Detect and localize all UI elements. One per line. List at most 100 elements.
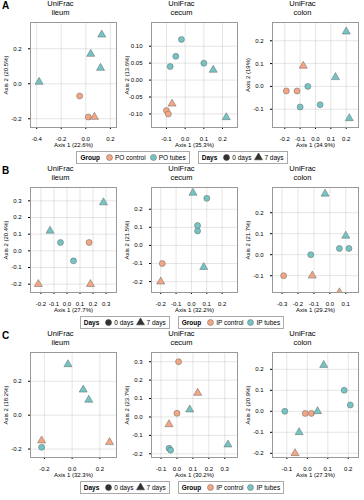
html-text:UniFrac ileum: UniFrac ileum — [47, 164, 74, 182]
svg-text:0.2: 0.2 — [218, 136, 227, 142]
svg-text:Axis 1 (30.2%): Axis 1 (30.2%) — [175, 472, 214, 478]
svg-text:0.3: 0.3 — [221, 466, 230, 472]
svg-text:-0.2: -0.2 — [280, 136, 291, 142]
svg-text:Axis 2 (18.2%): Axis 2 (18.2%) — [3, 385, 9, 424]
html-text:A: A — [2, 0, 10, 11]
svg-text:0.1: 0.1 — [255, 387, 264, 393]
html-text:UniFrac ileum: UniFrac ileum — [47, 0, 74, 17]
svg-text:Axis 2 (19%): Axis 2 (19%) — [245, 58, 251, 92]
html-text:UniFrac cecum: UniFrac cecum — [168, 329, 195, 347]
svg-text:0.1: 0.1 — [255, 61, 264, 67]
svg-text:0.3: 0.3 — [102, 301, 111, 307]
svg-text:Axis 2 (23.7%): Axis 2 (23.7%) — [124, 385, 130, 424]
svg-text:Axis 2 (21.7%): Axis 2 (21.7%) — [245, 220, 251, 259]
html-text:UniFrac colon: UniFrac colon — [289, 329, 316, 347]
svg-text:-0.2: -0.2 — [36, 301, 47, 307]
svg-text:0.3: 0.3 — [13, 198, 22, 204]
svg-text:Axis 2 (13.6%): Axis 2 (13.6%) — [124, 55, 130, 94]
svg-text:Axis 1 (32.3%): Axis 1 (32.3%) — [54, 472, 93, 478]
svg-text:0.3: 0.3 — [134, 359, 143, 365]
svg-text:Axis 1 (35.3%): Axis 1 (35.3%) — [175, 142, 214, 148]
svg-text:-0.2: -0.2 — [132, 279, 143, 285]
html-text:UniFrac cecum: UniFrac cecum — [168, 0, 195, 17]
html-text:7 days: 7 days — [264, 153, 284, 161]
svg-text:-0.1: -0.1 — [282, 466, 293, 472]
svg-text:Axis 2 (20.9%): Axis 2 (20.9%) — [245, 385, 251, 424]
svg-text:0.0: 0.0 — [134, 414, 143, 420]
svg-text:Axis 1 (22.6%): Axis 1 (22.6%) — [54, 142, 93, 148]
svg-text:0.1: 0.1 — [13, 231, 22, 237]
svg-text:0.2: 0.2 — [13, 214, 22, 220]
svg-text:Axis 1 (27.7%): Axis 1 (27.7%) — [54, 307, 93, 313]
svg-text:-0.2: -0.2 — [39, 466, 50, 472]
html-text:IP control: IP control — [216, 318, 244, 326]
svg-text:-0.2: -0.2 — [11, 116, 22, 122]
svg-text:0.0: 0.0 — [255, 252, 264, 258]
svg-text:-0.1: -0.1 — [253, 273, 264, 279]
svg-text:-0.2: -0.2 — [132, 451, 143, 457]
svg-text:-0.2: -0.2 — [11, 446, 22, 452]
svg-text:Axis 2 (20.5%): Axis 2 (20.5%) — [3, 55, 9, 94]
svg-text:-0.2: -0.2 — [11, 281, 22, 287]
svg-text:-0.2: -0.2 — [253, 450, 264, 456]
svg-text:0.2: 0.2 — [106, 136, 115, 142]
html-text:Group: Group — [181, 318, 202, 326]
html-text:Group: Group — [80, 153, 100, 161]
svg-text:0.0: 0.0 — [255, 83, 264, 89]
html-text:B: B — [2, 165, 10, 176]
svg-text:Axis 1 (32.2%): Axis 1 (32.2%) — [175, 307, 214, 313]
svg-text:0.2: 0.2 — [344, 466, 353, 472]
svg-text:-0.1: -0.1 — [132, 432, 143, 438]
html-text:Days: Days — [201, 153, 218, 161]
svg-text:0.2: 0.2 — [96, 466, 105, 472]
svg-text:-0.1: -0.1 — [156, 466, 167, 472]
svg-text:-0.1: -0.1 — [161, 136, 172, 142]
svg-text:-0.1: -0.1 — [11, 264, 22, 270]
svg-text:0.0: 0.0 — [13, 412, 22, 418]
html-text:7 days: 7 days — [146, 318, 166, 326]
svg-text:Axis 2 (21.5%): Axis 2 (21.5%) — [124, 220, 130, 259]
svg-text:0.0: 0.0 — [13, 81, 22, 87]
svg-text:-0.05: -0.05 — [129, 94, 143, 100]
svg-text:Axis 1 (29.2%): Axis 1 (29.2%) — [296, 307, 335, 313]
svg-text:0.1: 0.1 — [342, 301, 351, 307]
html-text:0 days: 0 days — [232, 153, 252, 161]
svg-text:0.0: 0.0 — [13, 248, 22, 254]
html-text:PO control: PO control — [114, 153, 146, 161]
svg-text:Axis 2 (20.4%): Axis 2 (20.4%) — [3, 220, 9, 259]
svg-text:-0.2: -0.2 — [156, 301, 167, 307]
svg-text:-0.1: -0.1 — [253, 106, 264, 112]
svg-text:0.10: 0.10 — [131, 43, 143, 49]
svg-text:0.1: 0.1 — [134, 395, 143, 401]
svg-text:0.00: 0.00 — [131, 77, 143, 83]
svg-text:0.2: 0.2 — [255, 210, 264, 216]
svg-text:0.2: 0.2 — [218, 301, 227, 307]
svg-text:0.2: 0.2 — [13, 46, 22, 52]
svg-text:-0.4: -0.4 — [31, 136, 42, 142]
html-text:Days: Days — [83, 318, 100, 326]
svg-text:0.2: 0.2 — [255, 366, 264, 372]
svg-text:0.0: 0.0 — [134, 242, 143, 248]
svg-text:Axis 1 (34.9%): Axis 1 (34.9%) — [296, 142, 335, 148]
svg-text:Axis 1 (27.3%): Axis 1 (27.3%) — [296, 472, 335, 478]
html-text:UniFrac colon: UniFrac colon — [289, 164, 316, 182]
html-text:PO tubes: PO tubes — [158, 153, 186, 161]
svg-text:0.2: 0.2 — [134, 377, 143, 383]
html-text:UniFrac colon: UniFrac colon — [289, 0, 316, 17]
svg-text:-0.1: -0.1 — [253, 429, 264, 435]
svg-text:0.1: 0.1 — [134, 224, 143, 230]
svg-text:0.2: 0.2 — [134, 206, 143, 212]
svg-text:0.0: 0.0 — [255, 408, 264, 414]
svg-text:0.1: 0.1 — [255, 231, 264, 237]
html-text:UniFrac ileum: UniFrac ileum — [47, 329, 74, 347]
svg-text:0.05: 0.05 — [131, 60, 143, 66]
svg-text:-0.1: -0.1 — [132, 260, 143, 266]
svg-text:-0.10: -0.10 — [129, 111, 143, 117]
svg-text:0.2: 0.2 — [13, 378, 22, 384]
svg-text:0.2: 0.2 — [255, 38, 264, 44]
html-text:IP tubes: IP tubes — [256, 318, 281, 326]
svg-text:0.2: 0.2 — [342, 136, 351, 142]
html-text:0 days: 0 days — [114, 318, 134, 326]
svg-text:-0.3: -0.3 — [277, 301, 288, 307]
html-text:UniFrac cecum: UniFrac cecum — [168, 164, 195, 182]
